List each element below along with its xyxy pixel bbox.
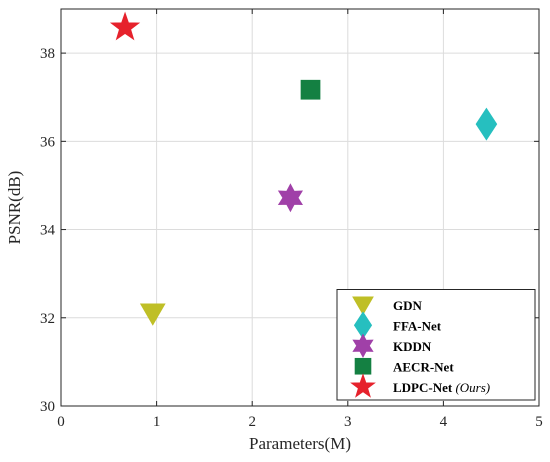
legend-label: FFA-Net <box>393 318 442 333</box>
y-tick-label: 32 <box>40 311 55 327</box>
x-tick-label: 5 <box>535 414 543 430</box>
y-tick-label: 34 <box>40 223 56 239</box>
x-axis-label: Parameters(M) <box>249 434 351 453</box>
x-tick-label: 1 <box>153 414 161 430</box>
y-tick-label: 30 <box>40 399 55 415</box>
data-points <box>109 11 498 326</box>
point-aecr-net <box>300 79 321 100</box>
legend-label-suffix: (Ours) <box>455 380 490 395</box>
legend-label: LDPC-Net (Ours) <box>393 380 490 395</box>
point-ldpc-net <box>109 11 141 41</box>
legend-marker <box>352 296 374 316</box>
y-tick-label: 36 <box>40 134 56 150</box>
legend-marker <box>352 333 374 359</box>
x-tick-label: 0 <box>57 414 65 430</box>
y-axis-label: PSNR(dB) <box>5 171 24 245</box>
grid-lines <box>60 9 540 407</box>
point-gdn <box>139 303 166 326</box>
legend-label: GDN <box>393 298 423 313</box>
legend-marker <box>354 357 372 375</box>
legend: GDN FFA-Net KDDN AECR-Net LDPC-Net (Ours) <box>336 289 536 401</box>
x-tick-label: 2 <box>248 414 256 430</box>
legend-label: AECR-Net <box>393 359 454 374</box>
point-kddn <box>277 183 304 213</box>
x-tick-label: 3 <box>344 414 352 430</box>
point-ffa-net <box>475 107 498 141</box>
plot-frame <box>60 8 540 407</box>
y-tick-label: 38 <box>40 46 55 62</box>
legend-marker <box>350 373 376 398</box>
legend-label: KDDN <box>393 339 432 354</box>
x-tick-label: 4 <box>440 414 448 430</box>
